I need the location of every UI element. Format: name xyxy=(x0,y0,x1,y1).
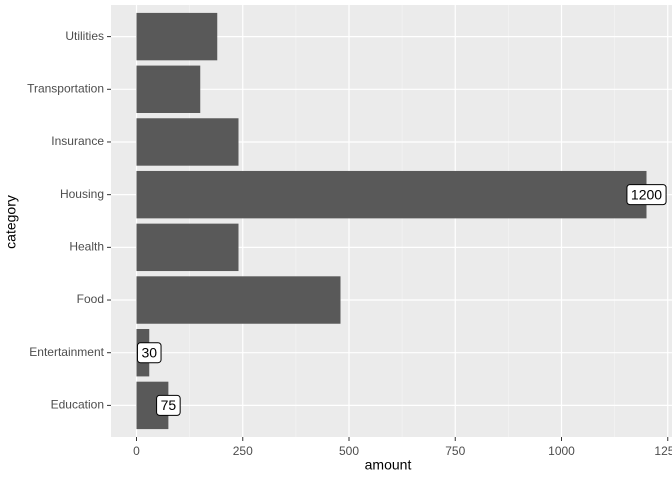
bar xyxy=(136,276,341,324)
y-tick-label: Utilities xyxy=(65,29,104,43)
x-tick-label: 0 xyxy=(133,444,140,458)
panel xyxy=(111,5,672,437)
value-label-box xyxy=(156,394,181,416)
value-label: 30 xyxy=(141,344,157,360)
bar xyxy=(136,118,239,166)
x-tick-label: 250 xyxy=(233,444,253,458)
x-tick-label: 500 xyxy=(339,444,359,458)
y-tick-label: Health xyxy=(69,240,104,254)
value-label: 1200 xyxy=(631,186,662,202)
bar xyxy=(136,12,218,61)
bar xyxy=(136,170,647,219)
x-tick-label: 1250 xyxy=(654,444,672,458)
value-label-box xyxy=(626,184,667,206)
y-axis-title: category xyxy=(3,195,19,249)
value-label-box xyxy=(136,342,162,364)
x-tick-label: 1000 xyxy=(548,444,575,458)
y-tick-label: Entertainment xyxy=(29,345,104,359)
y-tick-label: Education xyxy=(51,398,104,412)
y-tick-label: Transportation xyxy=(27,81,104,95)
bar xyxy=(136,65,201,113)
x-tick-label: 750 xyxy=(445,444,465,458)
y-tick-label: Food xyxy=(77,292,104,306)
y-tick-label: Insurance xyxy=(51,134,104,148)
value-label: 75 xyxy=(161,397,177,413)
x-axis-title: amount xyxy=(365,457,412,473)
bar xyxy=(136,223,239,272)
y-tick-label: Housing xyxy=(60,187,104,201)
